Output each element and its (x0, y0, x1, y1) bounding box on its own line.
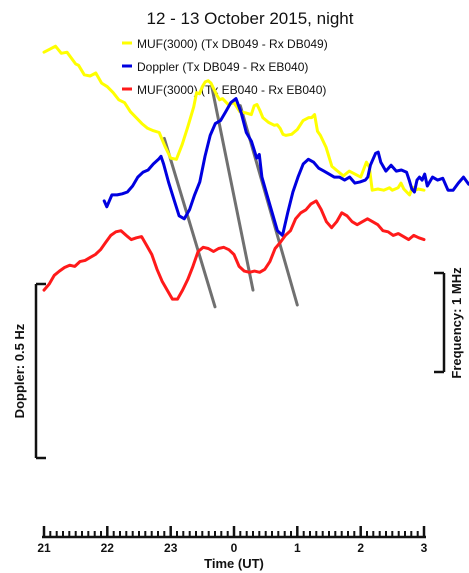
x-axis-title: Time (UT) (204, 556, 264, 571)
chart-title: 12 - 13 October 2015, night (147, 9, 354, 28)
legend: 12 - 13 October 2015, night MUF(3000) (T… (113, 8, 386, 102)
guide-lines (162, 85, 299, 309)
series-line-doppler (102, 97, 469, 237)
x-tick-label: 2 (357, 541, 364, 555)
legend-box (113, 8, 386, 102)
x-tick-label: 1 (294, 541, 301, 555)
series-line-muf-eb040 (42, 199, 426, 301)
x-tick-label: 0 (231, 541, 238, 555)
legend-label-muf-db049: MUF(3000) (Tx DB049 - Rx DB049) (137, 37, 328, 51)
legend-label-muf-eb040: MUF(3000) (Tx EB040 - Rx EB040) (137, 83, 326, 97)
guide-line-2 (210, 85, 255, 292)
x-tick-label: 21 (37, 541, 51, 555)
doppler-scale-label: Doppler: 0.5 Hz (12, 323, 27, 418)
guide-line-1 (162, 136, 217, 309)
legend-label-doppler: Doppler (Tx DB049 - Rx EB040) (137, 60, 308, 74)
x-tick-label: 3 (421, 541, 428, 555)
series-group (42, 44, 469, 301)
x-axis: 21 22 23 0 1 2 3 (37, 526, 428, 555)
series-line-muf-db049 (42, 44, 426, 197)
frequency-scale-bar: Frequency: 1 MHz (434, 267, 464, 379)
frequency-scale-label: Frequency: 1 MHz (449, 267, 464, 379)
x-tick-label: 23 (164, 541, 178, 555)
doppler-scale-bar: Doppler: 0.5 Hz (12, 282, 46, 460)
x-tick-label: 22 (101, 541, 115, 555)
